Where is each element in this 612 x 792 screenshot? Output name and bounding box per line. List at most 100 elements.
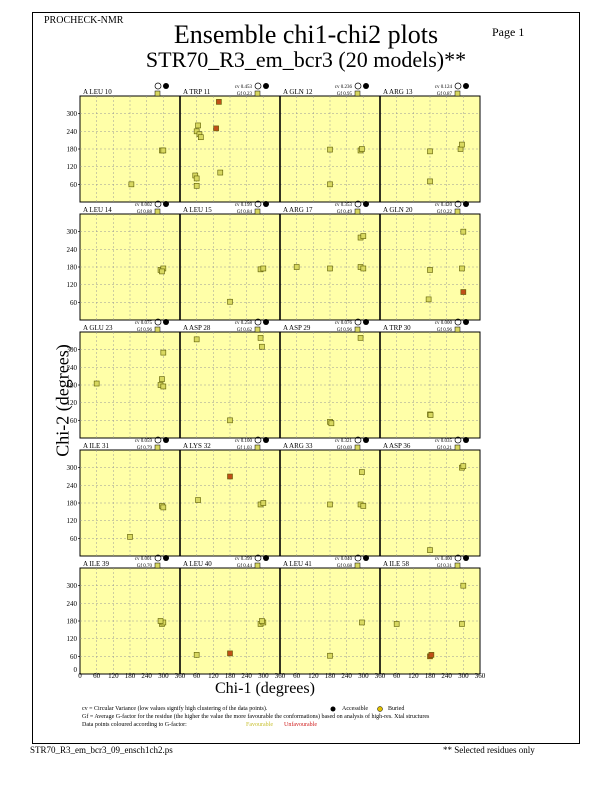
- accessible-legend-icon: [330, 706, 336, 712]
- data-point: [260, 265, 267, 272]
- gf-swatch: [354, 208, 361, 215]
- x-tick-label: 300: [258, 672, 269, 680]
- data-point: [459, 621, 465, 627]
- gf-value: Gf 0.96: [137, 328, 153, 333]
- gf-value: Gf 0.69: [337, 446, 353, 451]
- x-tick-label: 360: [175, 672, 186, 680]
- x-tick-label: 240: [141, 672, 152, 680]
- y-tick-label: 60: [70, 653, 78, 661]
- x-tick-label: 300: [458, 672, 469, 680]
- buried-symbol: [463, 555, 469, 561]
- cv-value: cv 0.076: [335, 321, 353, 326]
- x-tick-label: 180: [125, 672, 136, 680]
- accessibility-symbol: [354, 436, 362, 444]
- data-point: [327, 265, 333, 272]
- gf-swatch: [454, 444, 461, 451]
- gf-swatch: [254, 444, 261, 451]
- data-point: [195, 497, 201, 503]
- y-tick-label: 180: [67, 618, 78, 626]
- buried-symbol: [363, 319, 369, 325]
- buried-label: Buried: [388, 706, 405, 712]
- y-tick-label: 180: [67, 382, 78, 390]
- cv-note: cv = Circular Variance (low values signi…: [82, 706, 268, 712]
- x-tick-label: 60: [393, 672, 401, 680]
- accessibility-symbol: [354, 318, 362, 326]
- cv-value: cv 0.199: [235, 203, 253, 208]
- data-point: [460, 582, 467, 589]
- y-tick-label: 60: [70, 299, 78, 307]
- buried-legend-icon: [377, 706, 383, 712]
- y-tick-label: 120: [67, 399, 78, 407]
- y-tick-label: 240: [67, 482, 78, 490]
- accessibility-symbol: [354, 200, 362, 208]
- residue-label: A ARG 17: [283, 206, 313, 214]
- gf-swatch: [154, 326, 161, 333]
- gf-value: Gf 0.79: [137, 446, 153, 451]
- cv-value: cv 0.100: [235, 439, 253, 444]
- gf-swatch: [154, 90, 161, 97]
- data-point: [128, 181, 135, 188]
- chart-subtitle: STR70_R3_em_bcr3 (20 models)**: [145, 47, 467, 72]
- y-tick-label: 240: [67, 128, 78, 136]
- cv-value: cv 0.124: [435, 85, 453, 90]
- data-point: [328, 420, 335, 427]
- data-point: [160, 504, 167, 511]
- gf-swatch: [254, 326, 261, 333]
- data-point: [360, 503, 367, 509]
- accessibility-symbol: [454, 200, 462, 208]
- selected-note: ** Selected residues only: [443, 745, 535, 755]
- chart-title: Ensemble chi1-chi2 plots: [173, 20, 439, 49]
- y-tick-label: 300: [67, 582, 78, 590]
- gf-note: Gf = Average G-factor for the residue (t…: [82, 714, 430, 720]
- x-tick-label: 300: [158, 672, 169, 680]
- buried-symbol: [263, 555, 269, 561]
- gf-value: Gf 0.87: [437, 92, 453, 97]
- residue-label: A LEU 15: [183, 206, 212, 214]
- data-point: [393, 621, 400, 627]
- data-point: [213, 125, 219, 132]
- data-point: [293, 264, 300, 270]
- residue-label: A LEU 14: [83, 206, 112, 214]
- buried-symbol: [363, 201, 369, 207]
- residue-label: A ASP 36: [383, 442, 411, 450]
- gf-swatch: [454, 208, 461, 215]
- data-point: [428, 652, 435, 658]
- x-tick-label: 120: [208, 672, 219, 680]
- x-tick-label: 120: [308, 672, 319, 680]
- residue-label: A ILE 39: [83, 560, 110, 568]
- program-name: PROCHECK-NMR: [44, 15, 124, 26]
- residue-label: A GLU 23: [83, 324, 113, 332]
- x-tick-label: 360: [375, 672, 386, 680]
- data-point: [327, 652, 333, 659]
- cv-value: cv 0.236: [335, 85, 353, 90]
- accessible-label: Accessible: [342, 706, 368, 712]
- data-point: [227, 298, 233, 305]
- accessibility-symbol: [154, 82, 162, 90]
- cv-value: cv 0.040: [335, 557, 353, 562]
- data-point: [216, 99, 222, 105]
- accessibility-symbol: [254, 436, 262, 444]
- buried-symbol: [163, 83, 169, 89]
- residue-label: A LEU 41: [283, 560, 312, 568]
- cv-value: cv 0.399: [235, 557, 253, 562]
- gf-swatch: [154, 444, 161, 451]
- data-point: [327, 146, 333, 153]
- data-point: [198, 134, 204, 141]
- y-tick-label: 0: [74, 666, 78, 674]
- gf-swatch: [354, 444, 361, 451]
- data-point: [157, 618, 164, 624]
- data-point: [127, 534, 133, 540]
- buried-symbol: [163, 437, 169, 443]
- cv-value: cv 0.353: [335, 203, 353, 208]
- residue-label: A LYS 32: [183, 442, 211, 450]
- cv-value: cv 0.400: [435, 557, 453, 562]
- gf-value: Gf 0.96: [437, 328, 453, 333]
- data-point: [460, 463, 467, 469]
- data-point: [160, 383, 167, 390]
- buried-symbol: [163, 555, 169, 561]
- buried-symbol: [463, 201, 469, 207]
- residue-label: A ARG 13: [383, 88, 413, 96]
- gf-value: Gf 0.21: [437, 446, 453, 451]
- accessibility-symbol: [254, 554, 262, 562]
- data-point: [227, 650, 233, 657]
